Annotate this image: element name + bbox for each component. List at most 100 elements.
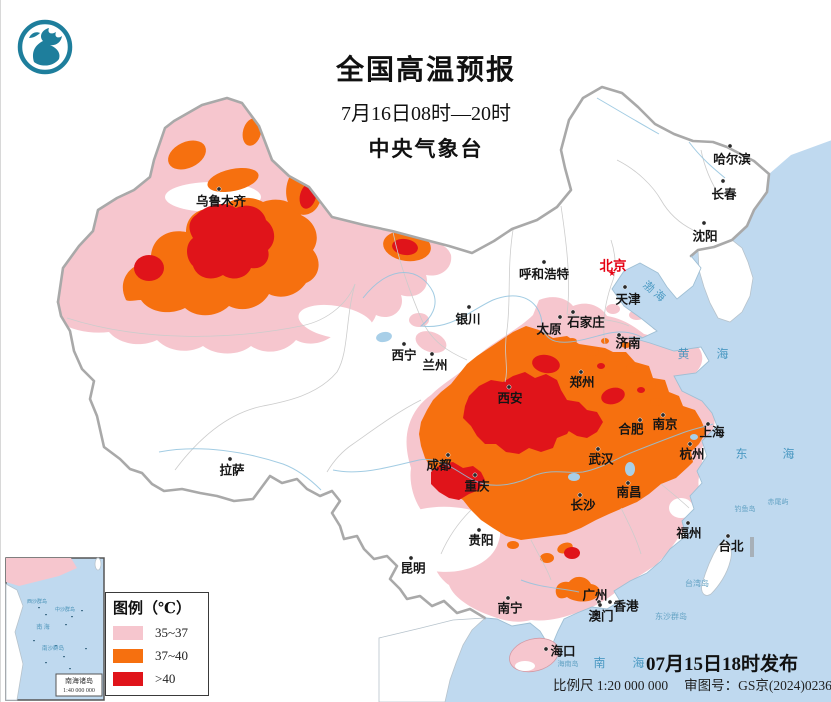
map-scale: 比例尺 1:20 000 000 <box>553 678 669 693</box>
forecast-period: 7月16日08时—20时 <box>341 103 511 125</box>
cma-logo <box>17 19 73 75</box>
city-label: 银川 <box>455 312 480 327</box>
legend-item: >40 <box>113 671 208 687</box>
city-marker: 香港 <box>607 599 639 614</box>
city-marker: 石家庄 <box>566 309 605 330</box>
city-label: 昆明 <box>400 561 425 576</box>
city-dot <box>429 351 435 357</box>
legend-item: 35~37 <box>113 625 208 641</box>
city-label: 海口 <box>550 644 575 659</box>
city-marker: 西安 <box>497 384 523 406</box>
city-marker: 南昌 <box>616 480 642 500</box>
inset-scale-box <box>55 673 103 697</box>
city-dot <box>578 369 584 375</box>
city-dot <box>622 284 628 290</box>
island-name-label: 赤尾屿 <box>768 497 789 506</box>
inset-title: 南海诸岛 <box>65 676 93 685</box>
capital-star-icon: ★ <box>608 268 616 278</box>
legend-color-swatch <box>113 626 143 640</box>
city-label: 广州 <box>582 588 607 603</box>
zone-above-40 <box>134 183 645 559</box>
legend: 图例（℃） 35~37 37~40 >40 <box>105 592 209 696</box>
issue-time: 07月15日18时发布 <box>646 654 799 675</box>
city-label: 西宁 <box>391 348 416 363</box>
city-dot <box>570 309 576 315</box>
sea-name-label: 东 海 <box>735 446 810 461</box>
city-label: 沈阳 <box>692 229 717 244</box>
city-label: 合肥 <box>618 422 644 437</box>
city-dot <box>466 304 472 310</box>
city-label: 南宁 <box>497 601 522 616</box>
international-border-south <box>56 300 487 620</box>
city-dot <box>701 220 707 226</box>
sea-name-label: 南 海 <box>593 655 656 670</box>
legend-rows: 35~37 37~40 >40 <box>113 625 208 687</box>
city-label: 北京 <box>600 258 627 274</box>
city-marker: 西宁 <box>391 341 417 363</box>
city-marker: 南京 <box>652 412 678 432</box>
city-label: 拉萨 <box>219 463 245 478</box>
city-label: 长沙 <box>570 498 596 513</box>
coastline <box>484 255 718 644</box>
approval-number: 审图号：GS京(2024)0236号 <box>684 678 831 693</box>
city-label: 武汉 <box>588 452 614 467</box>
city-label: 长春 <box>711 187 737 202</box>
city-marker: ★北京 <box>600 258 627 279</box>
island-name-label: 海南岛 <box>558 659 579 668</box>
city-marker: 兰州 <box>422 351 448 373</box>
city-dot <box>476 527 482 533</box>
city-label: 贵阳 <box>468 533 493 548</box>
city-marker: 重庆 <box>464 472 490 494</box>
city-label: 郑州 <box>569 375 594 390</box>
city-marker: 沈阳 <box>692 220 718 244</box>
city-marker: 乌鲁木齐 <box>196 186 247 209</box>
city-label: 太原 <box>536 322 562 337</box>
city-marker: 南宁 <box>497 595 523 616</box>
city-marker: 贵阳 <box>468 527 494 548</box>
city-marker: 郑州 <box>569 369 595 390</box>
city-dot <box>543 646 549 652</box>
page-title: 全国高温预报 <box>335 55 516 86</box>
city-label: 天津 <box>615 292 641 307</box>
legend-item: 37~40 <box>113 648 208 664</box>
legend-color-swatch <box>113 672 143 686</box>
city-marker: 合肥 <box>618 417 644 437</box>
city-marker: 天津 <box>615 284 641 307</box>
city-dot <box>445 452 451 458</box>
city-dot <box>685 520 691 526</box>
city-marker: 太原 <box>536 314 563 337</box>
island-name-label: 钓鱼岛 <box>735 504 756 513</box>
city-dot <box>557 314 563 320</box>
city-dot <box>505 595 511 601</box>
inset-west-land <box>5 583 24 701</box>
city-dot <box>506 384 512 390</box>
city-dot <box>705 421 711 427</box>
inset-coast-pink <box>6 558 77 586</box>
city-dot <box>725 533 731 539</box>
inset-scale: 1:40 000 000 <box>63 688 95 694</box>
city-marker: 长春 <box>711 178 737 202</box>
city-label: 重庆 <box>464 479 490 494</box>
city-dot <box>577 492 583 498</box>
inset-island-label: 南沙群岛 <box>42 644 65 652</box>
city-dot <box>541 259 547 265</box>
city-label: 济南 <box>615 336 641 351</box>
inset-island-label: 中沙群岛 <box>55 606 75 613</box>
city-dot <box>472 472 478 478</box>
rivers <box>158 97 726 593</box>
temperature-zones <box>58 96 726 622</box>
city-marker: 杭州 <box>679 441 705 462</box>
city-label: 乌鲁木齐 <box>196 194 247 209</box>
legend-label: >40 <box>155 671 176 686</box>
inset-taiwan <box>94 557 102 571</box>
city-dot <box>720 178 726 184</box>
city-dot <box>625 480 631 486</box>
legend-color-swatch <box>113 649 143 663</box>
city-dot <box>687 441 693 447</box>
city-dot <box>660 412 666 418</box>
city-marker: 昆明 <box>400 555 426 576</box>
city-dot <box>595 446 601 452</box>
